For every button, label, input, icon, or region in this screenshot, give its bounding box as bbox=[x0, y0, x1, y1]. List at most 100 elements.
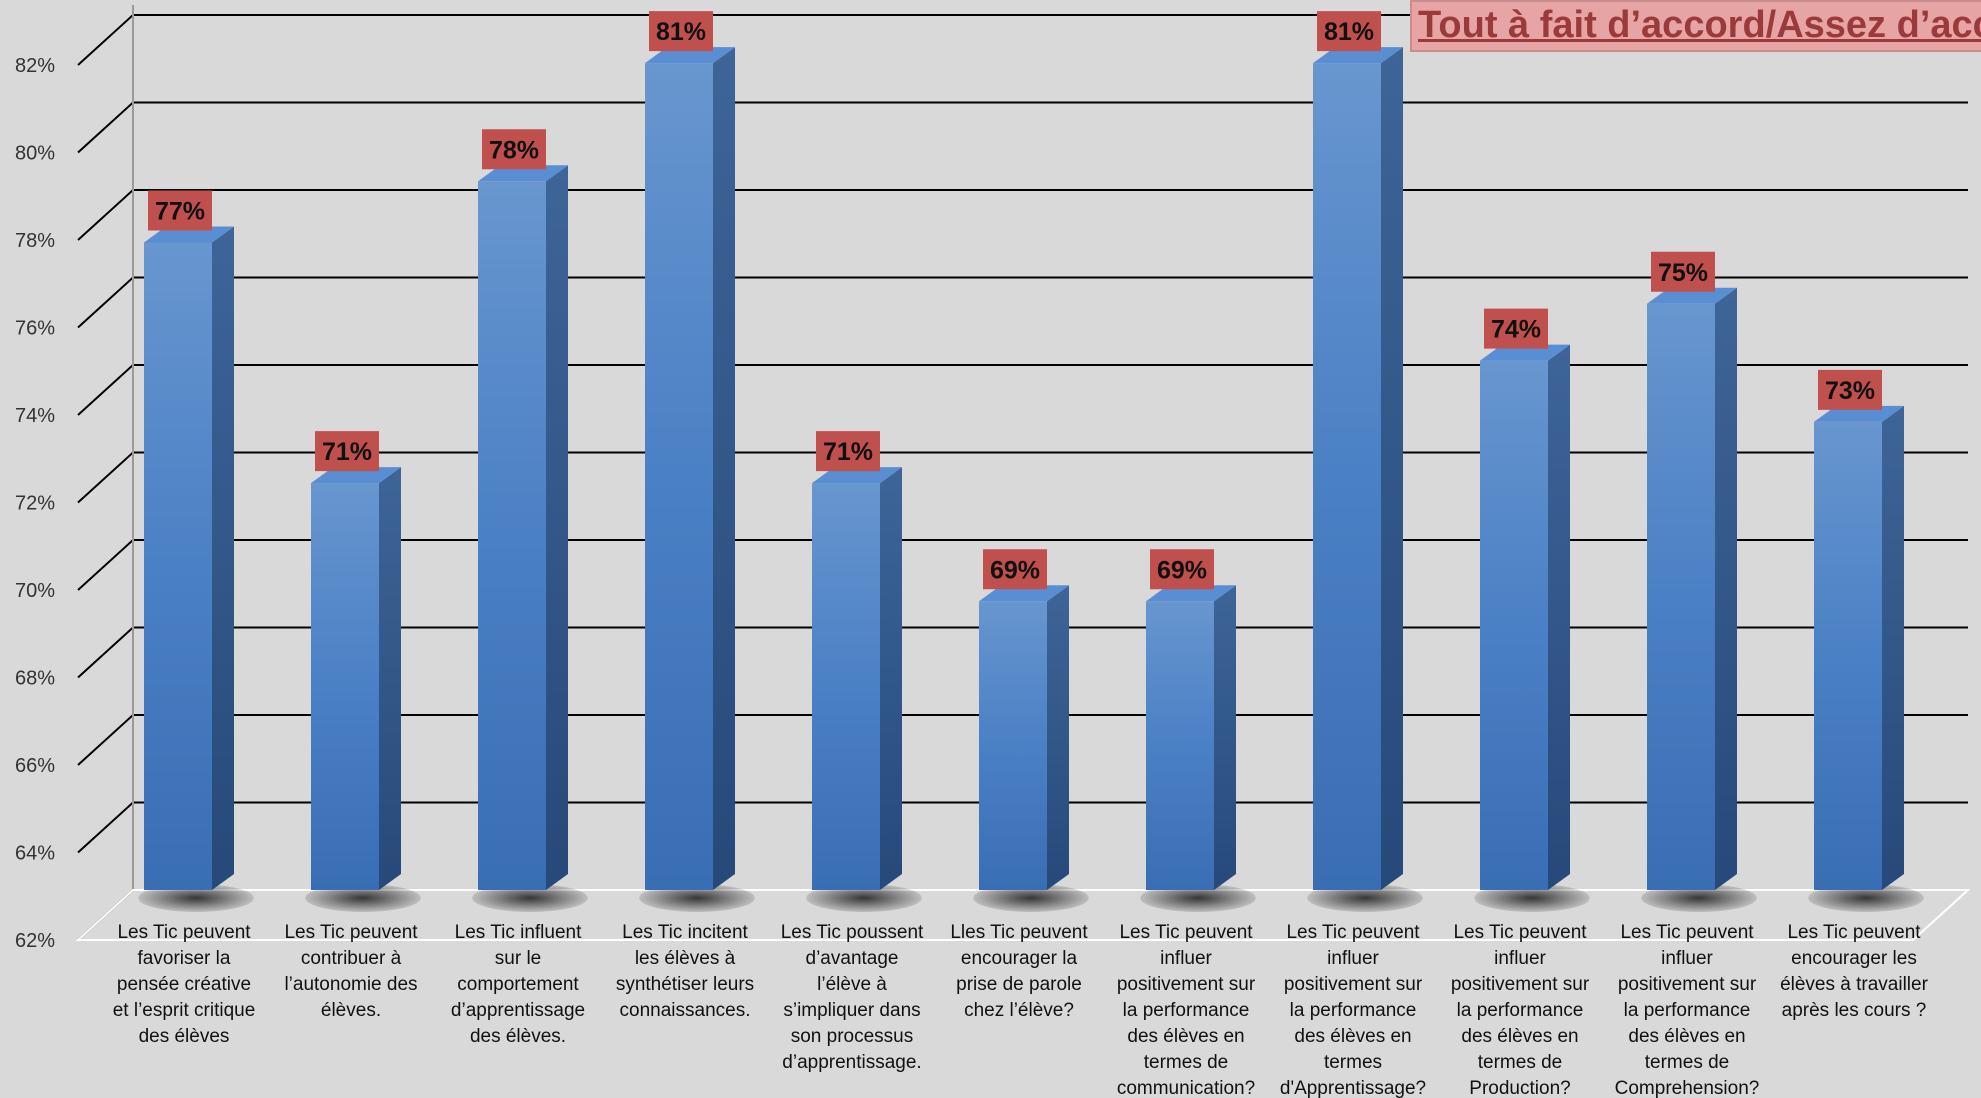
y-tick-label: 64% bbox=[15, 843, 55, 865]
data-label-box bbox=[1651, 251, 1715, 292]
data-label: 81% bbox=[1317, 11, 1381, 52]
data-label-text: 81% bbox=[656, 18, 706, 46]
bar-side bbox=[713, 47, 735, 890]
bar bbox=[645, 47, 735, 890]
x-tick-label: Les Tic peuvent influer positivement sur la… bbox=[1280, 922, 1426, 1098]
data-label: 78% bbox=[482, 129, 546, 170]
x-tick-label: Les Tic peuvent encourager les élèves à tr… bbox=[1780, 922, 1929, 1021]
gridline-depth bbox=[77, 714, 134, 766]
x-tick-label: Les Tic poussent d’avantage l’élève à s’imp… bbox=[781, 922, 924, 1073]
data-label: 71% bbox=[315, 431, 379, 472]
data-label-box bbox=[816, 431, 880, 472]
data-label: 75% bbox=[1651, 251, 1715, 292]
bars bbox=[144, 47, 1904, 890]
bar-front bbox=[144, 242, 212, 890]
bar-side bbox=[379, 467, 401, 890]
bar-side bbox=[880, 467, 902, 890]
x-axis-categories: Les Tic peuvent favoriser la pensée créati… bbox=[113, 922, 1929, 1098]
data-label-text: 73% bbox=[1825, 377, 1875, 405]
data-label-box bbox=[983, 549, 1047, 590]
data-label-box bbox=[148, 190, 212, 231]
y-tick-label: 76% bbox=[15, 318, 55, 340]
data-label-text: 77% bbox=[155, 198, 205, 226]
data-label: 81% bbox=[649, 11, 713, 52]
bar-front bbox=[478, 181, 546, 890]
bar-shadow bbox=[1641, 884, 1757, 912]
bar-front bbox=[311, 483, 379, 890]
data-label-text: 71% bbox=[322, 438, 372, 466]
gridline-depth bbox=[77, 14, 134, 66]
x-tick-label: Les Tic peuvent influer positivement sur la… bbox=[1117, 922, 1256, 1098]
gridline-depth bbox=[77, 276, 134, 329]
data-label-box bbox=[315, 431, 379, 472]
y-tick-label: 68% bbox=[15, 668, 55, 690]
bar bbox=[1146, 585, 1236, 890]
x-tick-label: Les Tic peuvent influer positivement sur la… bbox=[1615, 922, 1760, 1098]
bar-shadow bbox=[138, 884, 254, 912]
y-tick-label: 74% bbox=[15, 405, 55, 427]
data-label: 77% bbox=[148, 190, 212, 231]
data-label-text: 71% bbox=[823, 438, 873, 466]
bar bbox=[478, 165, 568, 890]
data-label-box bbox=[482, 129, 546, 170]
gridline-depth bbox=[77, 364, 134, 416]
x-tick-label: Les Tic peuvent favoriser la pensée créati… bbox=[113, 922, 256, 1047]
bar-shadow bbox=[305, 884, 421, 912]
bar-side bbox=[546, 165, 568, 890]
bar-shadow bbox=[472, 884, 588, 912]
legend-entry: Tout à fait d’accord/Assez d’acco bbox=[1418, 4, 1981, 46]
bar bbox=[812, 467, 902, 890]
gridline-depth bbox=[77, 451, 134, 504]
gridline-depth bbox=[77, 101, 134, 154]
bar-side bbox=[212, 226, 234, 890]
data-label-text: 78% bbox=[489, 136, 539, 164]
data-label: 74% bbox=[1484, 308, 1548, 349]
bar-side bbox=[1381, 47, 1403, 890]
data-label-text: 81% bbox=[1324, 18, 1374, 46]
y-tick-label: 70% bbox=[15, 580, 55, 602]
bar-side bbox=[1715, 287, 1737, 890]
bar bbox=[144, 226, 234, 890]
gridline-depth bbox=[77, 801, 134, 854]
gridline-depth bbox=[77, 626, 134, 679]
bar-shadow bbox=[1307, 884, 1423, 912]
bar bbox=[1647, 287, 1737, 890]
y-axis-ticks: 62% 64% 66% 68% 70% 72% 74% 76% 78% 80% 82% bbox=[15, 55, 55, 952]
data-label-text: 69% bbox=[1157, 556, 1207, 584]
bar bbox=[1313, 47, 1403, 890]
data-label-text: 74% bbox=[1491, 316, 1541, 344]
x-tick-label: Les Tic peuvent influer positivement sur la… bbox=[1451, 922, 1590, 1098]
data-label-text: 75% bbox=[1658, 259, 1708, 287]
x-tick-label: Les Tic peuvent contribuer à l’autonomie d… bbox=[284, 922, 418, 1021]
y-tick-label: 72% bbox=[15, 493, 55, 515]
data-label-box bbox=[1317, 11, 1381, 52]
bar-front bbox=[979, 601, 1047, 890]
y-tick-label: 80% bbox=[15, 143, 55, 165]
legend: Tout à fait d’accord/Assez d’acco bbox=[1410, 0, 1981, 52]
data-labels: 77% 71% 78% 81% 71% 69% 69% 81% 74% 75% 73% bbox=[148, 11, 1882, 590]
bar-front bbox=[812, 483, 880, 890]
data-label: 69% bbox=[983, 549, 1047, 590]
bar-shadow bbox=[639, 884, 755, 912]
bar-front bbox=[1480, 360, 1548, 890]
y-tick-label: 62% bbox=[15, 930, 55, 952]
data-label-box bbox=[649, 11, 713, 52]
bar bbox=[311, 467, 401, 890]
bar bbox=[979, 585, 1069, 890]
bar-side bbox=[1047, 585, 1069, 890]
x-tick-label: Les Tic influent sur le comportement d’appr… bbox=[451, 922, 585, 1047]
y-tick-label: 82% bbox=[15, 55, 55, 77]
bar-front bbox=[1814, 421, 1882, 890]
data-label-text: 69% bbox=[990, 556, 1040, 584]
bar-shadow bbox=[806, 884, 922, 912]
bar-front bbox=[1647, 303, 1715, 890]
bar-front bbox=[1146, 601, 1214, 890]
bar-shadow bbox=[973, 884, 1089, 912]
bar-shadow bbox=[1808, 884, 1924, 912]
data-label: 73% bbox=[1818, 369, 1882, 410]
bar bbox=[1814, 405, 1904, 890]
bar-shadow bbox=[1474, 884, 1590, 912]
bar-shadow bbox=[1140, 884, 1256, 912]
y-tick-label: 66% bbox=[15, 755, 55, 777]
